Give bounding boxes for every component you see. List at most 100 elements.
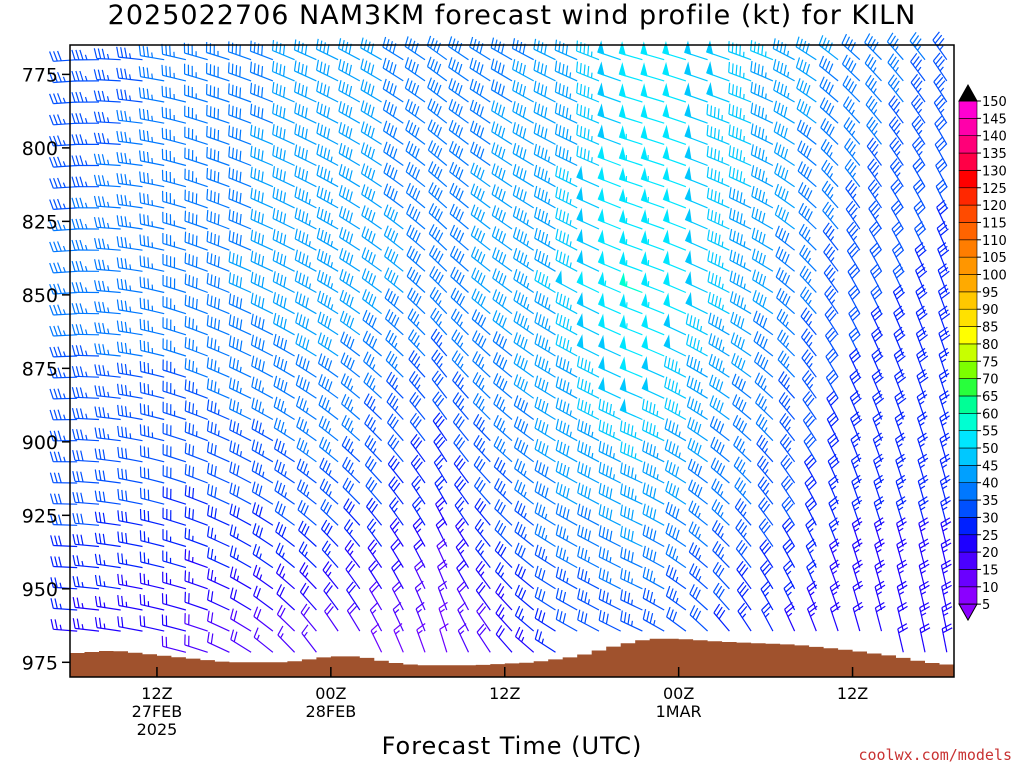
wind-barb: [93, 111, 121, 124]
wind-barb: [94, 532, 121, 548]
wind-barb: [475, 581, 491, 611]
wind-barb: [576, 249, 600, 272]
wind-barb: [301, 624, 317, 653]
colorbar-label: 125: [982, 182, 1007, 197]
wind-barb: [457, 602, 470, 632]
wind-barb: [752, 290, 774, 315]
wind-barb: [712, 582, 730, 611]
wind-barb: [452, 371, 469, 399]
wind-barb: [750, 81, 774, 103]
wind-barb: [866, 116, 882, 145]
x-tick-label: 28FEB: [306, 702, 357, 721]
wind-barb: [554, 123, 578, 145]
wind-barb: [184, 84, 208, 103]
wind-barb: [514, 605, 535, 632]
wind-barb: [829, 559, 840, 590]
wind-barb: [642, 587, 665, 611]
wind-barb: [161, 64, 187, 82]
wind-barb: [890, 179, 904, 209]
wind-barb: [227, 41, 252, 61]
wind-barb: [757, 476, 774, 505]
wind-barb: [249, 40, 274, 61]
wind-barb: [162, 296, 187, 315]
wind-barb: [664, 418, 687, 442]
wind-barb: [576, 103, 600, 124]
wind-barb: [116, 278, 143, 294]
wind-barb: [493, 478, 513, 505]
colorbar-swatch: [958, 412, 978, 431]
wind-barb: [229, 524, 252, 548]
wind-barb: [368, 581, 383, 611]
wind-barb: [206, 315, 230, 336]
wind-barb: [939, 411, 950, 441]
wind-barb: [755, 393, 774, 420]
wind-barb: [316, 59, 339, 82]
wind-barb: [49, 388, 78, 400]
wind-barb: [338, 185, 361, 209]
wind-barb: [819, 97, 839, 124]
wind-barb: [364, 414, 383, 442]
wind-barb: [534, 375, 556, 399]
wind-barb: [843, 117, 861, 145]
wind-barb: [362, 330, 382, 357]
wind-barb: [116, 299, 143, 315]
wind-barb: [618, 83, 643, 103]
wind-barb: [777, 329, 796, 357]
wind-barb: [318, 374, 339, 399]
wind-barb: [436, 538, 448, 568]
wind-barb: [555, 566, 578, 590]
wind-barb: [294, 186, 317, 209]
wind-barb: [389, 518, 404, 547]
wind-barb: [914, 242, 927, 272]
wind-barb: [914, 221, 927, 251]
wind-barb: [94, 427, 121, 442]
wind-barb: [824, 327, 839, 357]
wind-barb: [162, 550, 187, 569]
wind-barb: [640, 167, 665, 188]
wind-barb: [361, 226, 382, 251]
wind-barb: [780, 454, 796, 484]
wind-barb: [684, 166, 708, 188]
wind-barb: [686, 334, 708, 357]
colorbar-label: 70: [982, 373, 999, 388]
wind-barb: [162, 380, 187, 399]
wind-barb: [346, 602, 361, 632]
wind-barb: [429, 286, 448, 315]
wind-barb: [822, 201, 839, 230]
wind-barb: [851, 496, 863, 526]
wind-barb: [274, 501, 295, 526]
wind-barb: [448, 99, 469, 124]
wind-barb: [184, 126, 208, 145]
wind-barb: [684, 103, 708, 124]
colorbar-label: 130: [982, 164, 1007, 179]
wind-barb: [491, 142, 513, 167]
wind-barb: [933, 94, 948, 124]
wind-barb: [494, 562, 513, 590]
wind-barb: [384, 288, 404, 315]
wind-barb: [916, 411, 928, 441]
wind-barb: [896, 517, 907, 547]
wind-barb: [449, 182, 469, 209]
wind-barb: [597, 40, 621, 61]
wind-barb: [139, 297, 165, 315]
wind-barb: [533, 80, 556, 103]
wind-barb: [684, 208, 708, 230]
wind-barb: [801, 349, 817, 378]
wind-barb: [404, 78, 426, 103]
wind-barb: [751, 185, 774, 209]
wind-barb: [829, 601, 841, 632]
colorbar-swatch: [958, 274, 978, 293]
wind-barb: [759, 539, 774, 568]
wind-barb: [822, 222, 839, 251]
wind-barb: [620, 441, 643, 463]
wind-barb: [315, 38, 339, 61]
wind-barb: [428, 182, 448, 209]
wind-barb: [184, 105, 208, 124]
wind-barb: [230, 629, 252, 653]
colorbar-swatch: [958, 326, 978, 345]
wind-barb: [888, 95, 904, 124]
wind-barb: [72, 428, 100, 442]
wind-barb: [162, 422, 187, 442]
wind-barb: [937, 263, 950, 293]
wind-barb: [753, 331, 774, 357]
